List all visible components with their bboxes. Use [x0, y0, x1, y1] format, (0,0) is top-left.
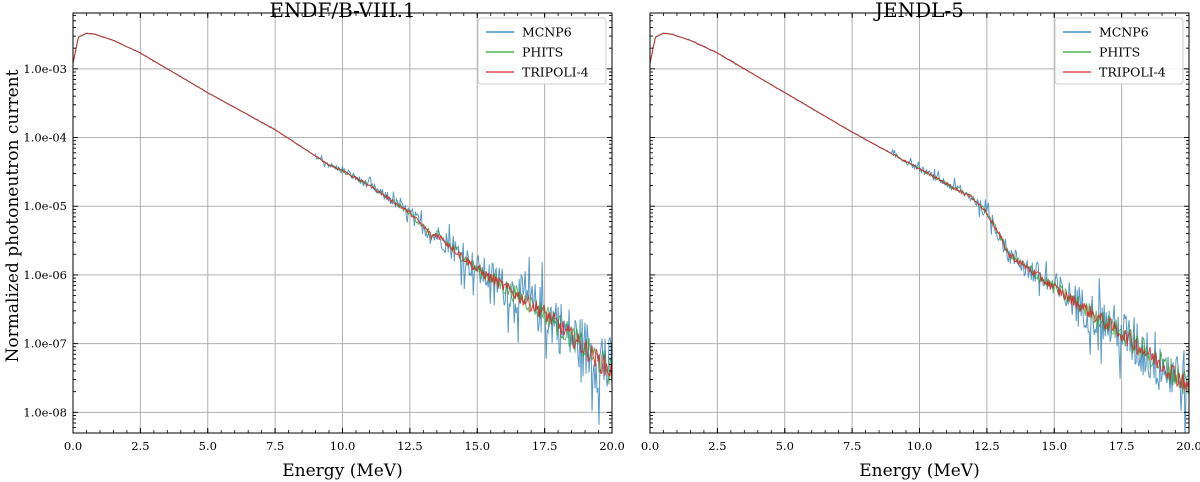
chart-title: JENDL-5 [873, 0, 964, 22]
x-tick-label: 17.5 [532, 439, 558, 453]
x-tick-label: 2.5 [131, 439, 149, 453]
x-tick-label: 20.0 [599, 439, 625, 453]
plot-area [73, 32, 612, 425]
x-tick-label: 12.5 [397, 439, 423, 453]
x-tick-label: 15.0 [1041, 439, 1067, 453]
y-tick-label: 1.0e-08 [23, 405, 67, 419]
legend-label-phits: PHITS [522, 45, 563, 60]
x-axis-label: Energy (MeV) [282, 461, 402, 481]
y-axis-label: Normalized photoneutron current [3, 69, 23, 362]
legend-box [1054, 17, 1184, 85]
x-tick-label: 5.0 [776, 439, 794, 453]
y-tick-label: 1.0e-03 [23, 62, 67, 76]
x-tick-label: 10.0 [330, 439, 356, 453]
x-tick-label: 7.5 [843, 439, 861, 453]
legend-label-mcnp6: MCNP6 [522, 25, 572, 40]
legend-label-tripoli-4: TRIPOLI-4 [522, 65, 589, 80]
legend-box [477, 17, 607, 85]
plot-area [650, 32, 1189, 433]
y-tick-label: 1.0e-05 [23, 199, 67, 213]
x-tick-label: 20.0 [1176, 439, 1200, 453]
chart-panel-1: 0.0 2.5 5.0 7.5 10.0 12.5 15.0 17.5 20.0 1.0e-03 1… [23, 0, 624, 481]
x-tick-label: 17.5 [1109, 439, 1135, 453]
legend-label-phits: PHITS [1099, 45, 1140, 60]
x-tick-label: 5.0 [199, 439, 217, 453]
x-tick-label: 12.5 [974, 439, 1000, 453]
legend-label-mcnp6: MCNP6 [1099, 25, 1149, 40]
x-axis-label: Energy (MeV) [859, 461, 979, 481]
y-tick-label: 1.0e-04 [23, 131, 67, 145]
y-tick-label: 1.0e-06 [23, 268, 67, 282]
x-tick-label: 2.5 [708, 439, 726, 453]
series-line-tripoli-4 [650, 32, 1189, 392]
x-tick-label: 7.5 [266, 439, 284, 453]
x-tick-label: 10.0 [907, 439, 933, 453]
x-tick-label: 0.0 [64, 439, 82, 453]
y-tick-label: 1.0e-07 [23, 337, 67, 351]
chart-title: ENDF/B-VIII.1 [269, 0, 415, 22]
chart-panel-2: 0.0 2.5 5.0 7.5 10.0 12.5 15.0 17.5 20.0 JENDL-5 E… [641, 0, 1200, 481]
legend: MCNP6 PHITS TRIPOLI-4 [477, 17, 607, 85]
x-tick-label: 0.0 [641, 439, 659, 453]
x-tick-label: 15.0 [464, 439, 490, 453]
series-line-tripoli-4 [73, 32, 612, 381]
legend-label-tripoli-4: TRIPOLI-4 [1099, 65, 1166, 80]
legend: MCNP6 PHITS TRIPOLI-4 [1054, 17, 1184, 85]
